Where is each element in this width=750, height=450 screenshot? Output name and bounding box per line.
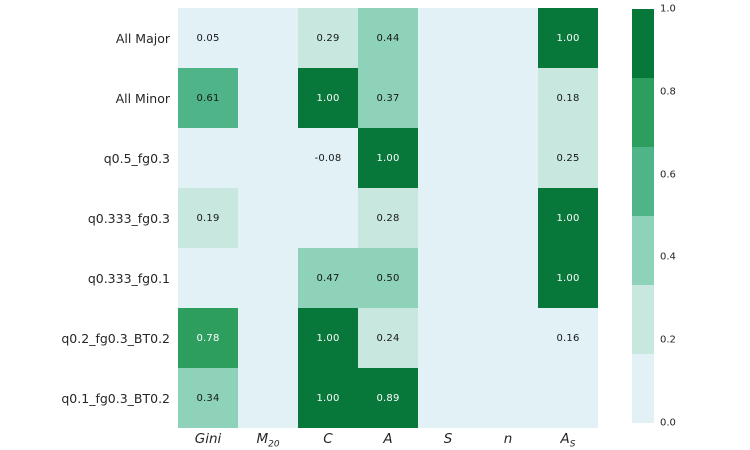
row-label: q0.2_fg0.3_BT0.2 bbox=[61, 330, 170, 346]
heatmap-cell: 0.89 bbox=[358, 368, 418, 428]
col-label: M20 bbox=[238, 431, 298, 450]
col-label-text: A bbox=[560, 431, 570, 447]
col-label-text: n bbox=[503, 431, 513, 447]
colorbar-tick-label: 0.2 bbox=[660, 334, 676, 346]
heatmap-cell: -0.08 bbox=[298, 128, 358, 188]
colorbar bbox=[632, 9, 654, 423]
heatmap-cell: 0.44 bbox=[358, 8, 418, 68]
heatmap-cell bbox=[418, 128, 478, 188]
heatmap-cell bbox=[178, 248, 238, 308]
heatmap-cell: 0.24 bbox=[358, 308, 418, 368]
col-label: AS bbox=[538, 431, 598, 450]
heatmap-cell bbox=[418, 308, 478, 368]
colorbar-band bbox=[632, 78, 654, 147]
heatmap-cell: 0.50 bbox=[358, 248, 418, 308]
heatmap-cell bbox=[238, 8, 298, 68]
heatmap-cell: 0.34 bbox=[178, 368, 238, 428]
heatmap-cell: 0.25 bbox=[538, 128, 598, 188]
heatmap-cell: 0.19 bbox=[178, 188, 238, 248]
heatmap-cell bbox=[418, 248, 478, 308]
col-label-text: M bbox=[256, 431, 269, 447]
colorbar-band bbox=[632, 285, 654, 354]
col-label-text: C bbox=[323, 431, 333, 447]
col-label: Gini bbox=[178, 431, 238, 447]
col-label: S bbox=[418, 431, 478, 447]
col-label-subscript: 20 bbox=[268, 439, 280, 450]
heatmap-cell: 0.61 bbox=[178, 68, 238, 128]
row-label: q0.1_fg0.3_BT0.2 bbox=[61, 390, 170, 406]
y-axis-tick-labels: All Major All Minor q0.5_fg0.3 q0.333_fg0.3… bbox=[0, 8, 170, 428]
heatmap-cell bbox=[418, 368, 478, 428]
heatmap-cell bbox=[298, 188, 358, 248]
heatmap-cell bbox=[238, 248, 298, 308]
heatmap-cell bbox=[478, 308, 538, 368]
heatmap-cell: 1.00 bbox=[298, 68, 358, 128]
colorbar-tick-label: 1.0 bbox=[660, 3, 676, 15]
heatmap-cell: 1.00 bbox=[538, 188, 598, 248]
heatmap-cell bbox=[238, 308, 298, 368]
col-label: n bbox=[478, 431, 538, 447]
heatmap-cell bbox=[418, 68, 478, 128]
colorbar-band bbox=[632, 216, 654, 285]
heatmap-cell: 0.05 bbox=[178, 8, 238, 68]
row-label: All Major bbox=[115, 30, 170, 46]
col-label-text: S bbox=[443, 431, 453, 447]
heatmap-cell: 0.78 bbox=[178, 308, 238, 368]
col-label: A bbox=[358, 431, 418, 447]
colorbar-tick-label: 0.4 bbox=[660, 251, 676, 263]
heatmap-cell bbox=[478, 128, 538, 188]
colorbar-tick-label: 0.0 bbox=[660, 417, 676, 429]
heatmap-cell: 0.28 bbox=[358, 188, 418, 248]
heatmap-cell bbox=[238, 128, 298, 188]
heatmap-cell bbox=[418, 188, 478, 248]
colorbar-band bbox=[632, 9, 654, 78]
heatmap-cell: 0.47 bbox=[298, 248, 358, 308]
heatmap-cell bbox=[178, 128, 238, 188]
heatmap-cell bbox=[478, 248, 538, 308]
row-label: q0.333_fg0.1 bbox=[87, 270, 170, 286]
col-label-text: Gini bbox=[194, 431, 222, 447]
row-label: q0.5_fg0.3 bbox=[103, 150, 170, 166]
colorbar-band bbox=[632, 147, 654, 216]
heatmap-cell bbox=[478, 68, 538, 128]
colorbar-band bbox=[632, 354, 654, 423]
col-label-text: A bbox=[383, 431, 393, 447]
colorbar-tick-labels: 1.0 0.8 0.6 0.4 0.2 0.0 bbox=[660, 4, 700, 429]
heatmap-cell bbox=[418, 8, 478, 68]
heatmap-cell bbox=[478, 188, 538, 248]
heatmap-cell bbox=[238, 188, 298, 248]
colorbar-tick-label: 0.6 bbox=[660, 169, 676, 181]
heatmap-cell bbox=[478, 8, 538, 68]
heatmap-cell bbox=[478, 368, 538, 428]
heatmap-cell: 1.00 bbox=[538, 8, 598, 68]
heatmap-cell bbox=[538, 368, 598, 428]
col-label: C bbox=[298, 431, 358, 447]
heatmap-cell: 1.00 bbox=[298, 368, 358, 428]
heatmap-cell: 0.16 bbox=[538, 308, 598, 368]
col-label-subscript: S bbox=[569, 439, 576, 450]
heatmap-grid: 0.05 0.29 0.44 1.00 0.61 1.00 0.37 0.18 -0.08 1.0… bbox=[178, 8, 598, 428]
heatmap-cell: 1.00 bbox=[538, 248, 598, 308]
heatmap-cell: 0.18 bbox=[538, 68, 598, 128]
heatmap-cell: 0.37 bbox=[358, 68, 418, 128]
colorbar-tick-label: 0.8 bbox=[660, 86, 676, 98]
row-label: All Minor bbox=[115, 90, 170, 106]
heatmap-cell bbox=[238, 368, 298, 428]
row-label: q0.333_fg0.3 bbox=[87, 210, 170, 226]
heatmap-cell: 1.00 bbox=[358, 128, 418, 188]
heatmap-cell: 0.29 bbox=[298, 8, 358, 68]
heatmap-cell: 1.00 bbox=[298, 308, 358, 368]
heatmap-cell bbox=[238, 68, 298, 128]
